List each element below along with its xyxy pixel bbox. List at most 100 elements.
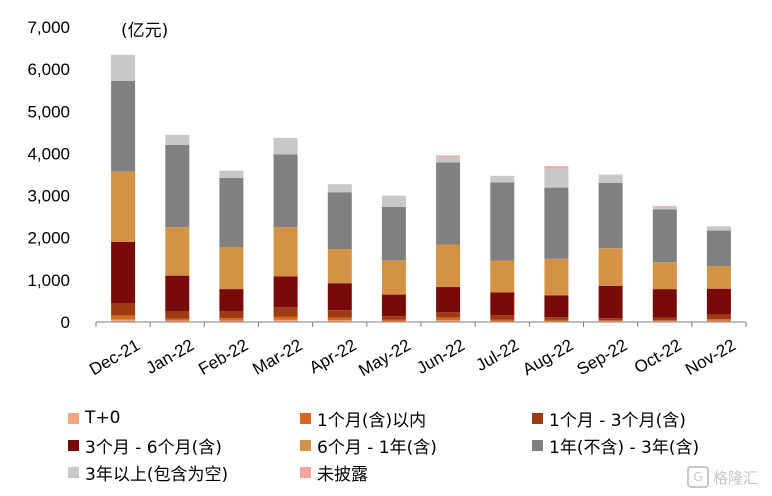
y-tick-label: 4,000: [27, 144, 70, 163]
y-tick-label: 7,000: [27, 18, 70, 37]
stacked-bar-chart: (亿元) 0 1,000 2,000 3,000 4,000 5,000 6,000 7,00…: [27, 18, 747, 380]
bar-segment: [381, 260, 406, 295]
watermark-logo-icon: G: [686, 466, 709, 488]
legend-swatch: [68, 466, 79, 478]
bar-segment: [381, 319, 406, 322]
bar-segment: [544, 258, 569, 296]
bar-segment: [165, 275, 190, 312]
bar-segment: [436, 244, 461, 288]
bar-segment: [436, 320, 461, 322]
bar-segment: [598, 174, 623, 183]
bar-segment: [111, 80, 136, 172]
bar-segment: [327, 317, 352, 321]
x-tick-label: Sep-22: [574, 335, 631, 379]
bar-segment: [327, 283, 352, 311]
bar-segment: [165, 311, 190, 319]
legend-swatch: [300, 439, 311, 451]
watermark: G 格隆汇: [686, 466, 758, 488]
legend-swatch: [532, 412, 543, 424]
bar-segment: [544, 166, 569, 169]
x-tick-label: Oct-22: [631, 335, 685, 377]
bar-segment: [273, 154, 298, 228]
bar-segment: [219, 170, 244, 178]
bar-segment: [165, 134, 190, 145]
bar-segment: [111, 319, 136, 322]
legend: T+0 1个月(含)以内 1个月 - 3个月(含) 3个月 - 6个月(含) 6个月 -…: [68, 406, 758, 485]
bar-segment: [219, 247, 244, 290]
bars: [111, 54, 731, 322]
legend-item: 3个月 - 6个月(含): [68, 433, 300, 458]
bar-segment: [219, 311, 244, 319]
bar-segment: [490, 260, 515, 293]
x-tick-label: Apr-22: [306, 335, 360, 377]
bar-segment: [381, 206, 406, 261]
bar-segment: [598, 285, 623, 319]
legend-label: 1年(不含) - 3年(含): [549, 437, 700, 458]
bar-segment: [706, 320, 731, 322]
legend-item: T+0: [68, 406, 300, 430]
bar-segment: [273, 307, 298, 317]
bar-segment: [381, 316, 406, 320]
bar-segment: [273, 227, 298, 277]
legend-label: 1个月(含)以内: [317, 410, 427, 431]
y-tick-label: 3,000: [27, 187, 70, 206]
y-tick-label: 2,000: [27, 229, 70, 248]
bar-segment: [327, 249, 352, 284]
y-tick-label: 5,000: [27, 102, 70, 121]
bar-segment: [544, 168, 569, 188]
bar-segment: [219, 177, 244, 247]
bar-segment: [273, 276, 298, 308]
bar-segment: [327, 184, 352, 193]
bar-segment: [544, 319, 569, 322]
bar-segment: [706, 319, 731, 321]
unit-label: (亿元): [121, 21, 168, 41]
y-tick-label: 1,000: [27, 271, 70, 290]
bar-segment: [652, 317, 677, 321]
bar-segment: [436, 155, 461, 158]
x-tick-label: May-22: [355, 335, 414, 380]
bar-segment: [111, 315, 136, 320]
x-tick-label: Mar-22: [249, 335, 305, 378]
bar-segment: [652, 320, 677, 322]
x-tick-label: Jul-22: [473, 335, 523, 375]
bar-segment: [436, 317, 461, 321]
bar-segment: [490, 319, 515, 322]
bar-segment: [652, 262, 677, 290]
bar-segment: [111, 171, 136, 242]
y-axis-ticks: 0 1,000 2,000 3,000 4,000 5,000 6,000 7,000: [27, 18, 70, 332]
legend-swatch: [68, 412, 79, 424]
bar-segment: [436, 312, 461, 318]
y-tick-label: 0: [61, 313, 70, 332]
bar-segment: [652, 209, 677, 263]
bar-segment: [219, 289, 244, 312]
bar-segment: [544, 317, 569, 320]
legend-item: 未披露: [300, 460, 532, 485]
x-tick-label: Aug-22: [519, 335, 576, 379]
bar-segment: [273, 319, 298, 322]
bar-segment: [652, 206, 677, 210]
bar-segment: [327, 310, 352, 318]
bar-segment: [219, 320, 244, 322]
legend-label: 1个月 - 3个月(含): [549, 410, 686, 431]
y-tick-label: 6,000: [27, 60, 70, 79]
x-tick-label: Jan-22: [143, 335, 198, 377]
legend-swatch: [300, 466, 311, 478]
x-tick-label: Nov-22: [682, 335, 739, 379]
bar-segment: [490, 315, 515, 320]
legend-label: 6个月 - 1年(含): [317, 437, 437, 458]
legend-item: 1年(不含) - 3年(含): [532, 433, 758, 458]
bar-segment: [706, 314, 731, 319]
bar-segment: [706, 226, 731, 231]
bar-segment: [490, 175, 515, 183]
legend-label: 3个月 - 6个月(含): [85, 437, 222, 458]
bar-segment: [544, 295, 569, 318]
bar-segment: [436, 157, 461, 163]
bar-segment: [327, 192, 352, 250]
x-axis-ticks: [95, 322, 747, 327]
bar-segment: [273, 316, 298, 320]
bar-segment: [436, 162, 461, 245]
bar-segment: [544, 187, 569, 259]
legend-swatch: [68, 439, 79, 451]
bar-segment: [652, 289, 677, 318]
